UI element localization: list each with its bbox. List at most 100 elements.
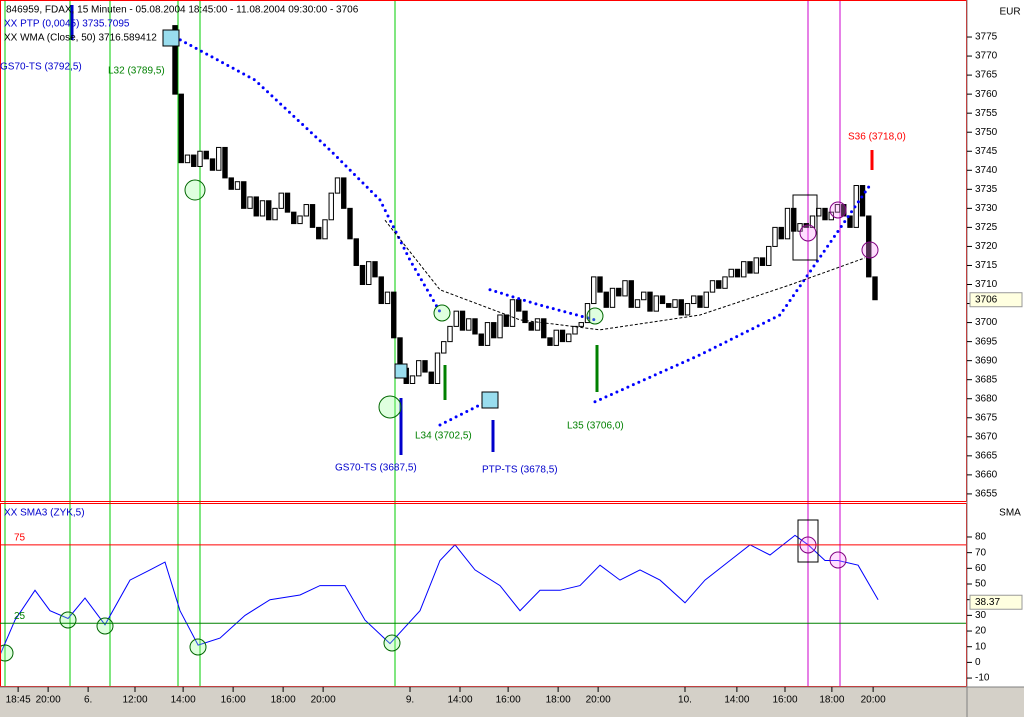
- level-label: 75: [14, 532, 26, 543]
- candle: [516, 299, 522, 312]
- candle: [653, 295, 659, 312]
- annotation: GS70-TS (3792,5): [0, 62, 82, 73]
- candle: [478, 333, 484, 346]
- candle: [722, 276, 728, 289]
- y-tick-label: 3690: [975, 355, 998, 366]
- candle: [622, 280, 628, 297]
- y-tick-label: 3665: [975, 450, 998, 461]
- candle: [734, 268, 741, 278]
- candle: [359, 264, 366, 286]
- circle: [433, 304, 451, 322]
- box: [797, 519, 819, 563]
- candle: [566, 333, 572, 343]
- x-tick-label: 18:00: [271, 695, 296, 706]
- candle: [447, 325, 453, 343]
- candle: [784, 207, 791, 240]
- x-tick-label: 16:00: [772, 695, 797, 706]
- box: [162, 29, 180, 47]
- candle: [259, 200, 266, 217]
- candle: [453, 310, 459, 327]
- candle: [422, 360, 428, 373]
- candle: [609, 287, 616, 308]
- circle: [829, 551, 847, 569]
- circle: [59, 611, 77, 629]
- candle: [428, 371, 434, 384]
- y-tick-label: 3770: [975, 51, 998, 62]
- candle: [322, 219, 328, 240]
- candle: [234, 181, 241, 190]
- circle: [184, 179, 206, 201]
- candle: [459, 310, 466, 331]
- box: [481, 391, 499, 409]
- candle: [291, 211, 297, 225]
- annotation: L34 (3702,5): [415, 431, 472, 442]
- x-tick-label: 9.: [406, 695, 414, 706]
- x-tick-label: 20:00: [36, 695, 61, 706]
- candle: [834, 204, 841, 213]
- candle: [228, 177, 234, 190]
- candle: [378, 276, 384, 305]
- y-tick-label: 3710: [975, 279, 998, 290]
- y-tick-label: 3715: [975, 260, 998, 271]
- y-tick-label: 0: [975, 657, 981, 668]
- candle: [509, 299, 516, 327]
- candle: [634, 299, 641, 308]
- y-tick-label: 3745: [975, 146, 998, 157]
- x-tick-label: 20:00: [861, 695, 886, 706]
- candle: [541, 318, 547, 339]
- y-tick-label: 3735: [975, 184, 998, 195]
- y-tick-label: 3730: [975, 203, 998, 214]
- candle: [697, 295, 703, 308]
- candle: [728, 268, 734, 278]
- annotation: PTP-TS (3678,5): [482, 465, 558, 476]
- y-tick-label: 70: [975, 547, 987, 558]
- x-tick-label: 14:00: [171, 695, 196, 706]
- candle: [191, 154, 197, 167]
- box: [394, 363, 408, 379]
- candle: [222, 146, 228, 179]
- circle: [799, 224, 817, 242]
- candle: [178, 93, 184, 164]
- candle: [347, 207, 353, 240]
- x-tick-label: 10.: [678, 695, 692, 706]
- legend-entry: XX WMA (Close, 50) 3716.589412: [4, 33, 157, 44]
- candle: [534, 318, 541, 331]
- candle: [209, 158, 216, 171]
- candle: [441, 341, 447, 354]
- y-tick-label: 3655: [975, 489, 998, 500]
- y-tick-label: 3675: [975, 412, 998, 423]
- candle: [278, 192, 284, 209]
- candle: [809, 215, 816, 228]
- candle: [391, 291, 397, 339]
- candle: [384, 291, 391, 305]
- candle: [666, 303, 672, 308]
- candle: [759, 257, 766, 266]
- candle: [484, 322, 491, 346]
- y-tick-label: 3700: [975, 317, 998, 328]
- y-tick-label: 30: [975, 610, 987, 621]
- x-tick-label: 16:00: [496, 695, 521, 706]
- candle: [753, 257, 759, 274]
- candle: [603, 291, 609, 308]
- candle: [253, 196, 259, 217]
- candle: [334, 177, 341, 194]
- candle: [641, 291, 647, 301]
- series-line: [173, 35, 872, 427]
- x-tick-label: 16:00: [221, 695, 246, 706]
- candle: [203, 150, 209, 160]
- signal-circles: [0, 29, 879, 662]
- candle: [328, 192, 334, 221]
- y-tick-label: 3755: [975, 108, 998, 119]
- candle: [372, 261, 378, 278]
- candle: [572, 325, 578, 335]
- candle: [216, 146, 222, 171]
- x-tick-label: 14:00: [724, 695, 749, 706]
- candle: [197, 150, 203, 167]
- x-tick-label: 14:00: [447, 695, 472, 706]
- vertical-markers: [4, 0, 841, 687]
- annotation: GS70-TS (3687,5): [335, 463, 417, 474]
- y-tick-label: 3720: [975, 241, 998, 252]
- circle: [586, 307, 604, 325]
